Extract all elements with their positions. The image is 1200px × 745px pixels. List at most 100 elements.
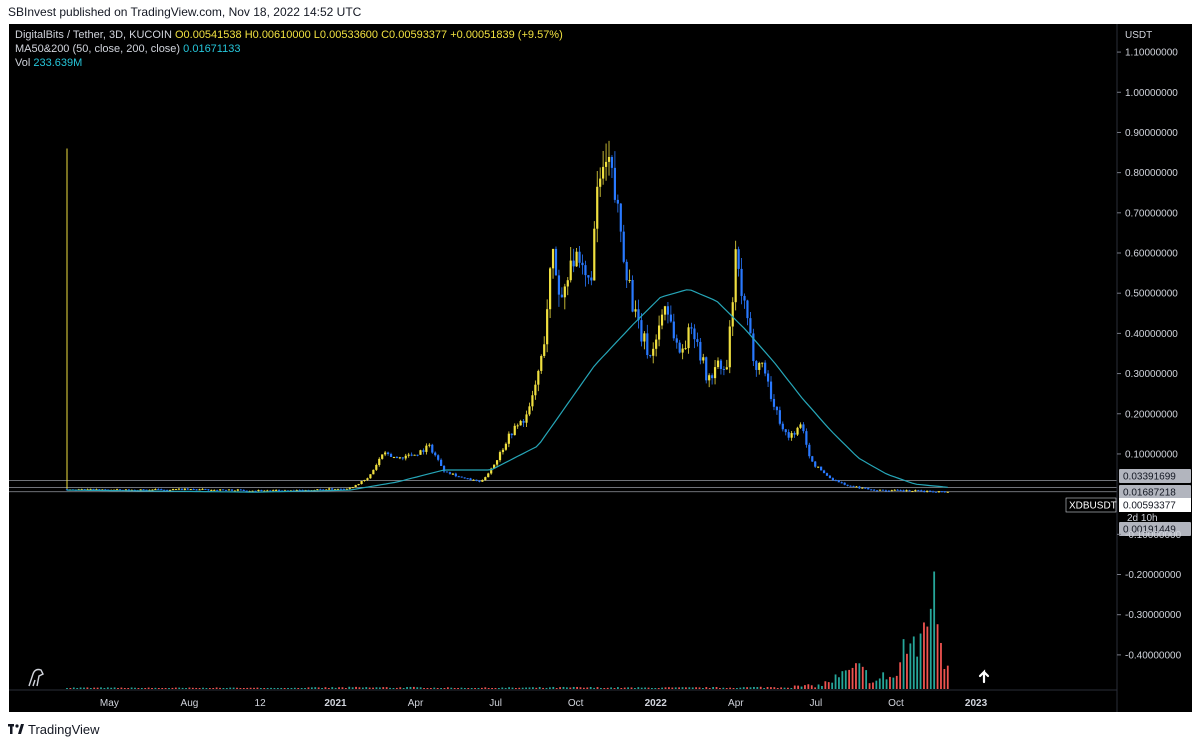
candle-body xyxy=(655,339,658,349)
candle-body xyxy=(805,431,808,445)
candle-body xyxy=(666,306,670,315)
candle-body xyxy=(277,489,281,491)
volume-bar xyxy=(848,669,851,689)
candle-body xyxy=(884,490,888,492)
volume-bar xyxy=(525,687,527,689)
candle-body xyxy=(328,488,331,490)
candle-body xyxy=(454,473,457,477)
volume-bar xyxy=(378,687,381,689)
candle-body xyxy=(790,433,793,438)
volume-bar xyxy=(882,672,885,689)
candle-body xyxy=(602,166,605,179)
volume-bar xyxy=(484,687,487,689)
candle-body xyxy=(702,357,705,361)
candle-body xyxy=(440,459,443,466)
volume-bar xyxy=(474,688,476,689)
candle-body xyxy=(690,327,693,329)
candle-body xyxy=(493,464,496,469)
legend-ma-label[interactable]: MA50&200 (50, close, 200, close) xyxy=(15,43,181,55)
volume-bar xyxy=(576,686,578,689)
legend-vol-label[interactable]: Vol xyxy=(15,57,31,69)
candle-body xyxy=(104,489,107,491)
volume-bar xyxy=(280,687,283,689)
candle-body xyxy=(923,490,926,492)
candle-body xyxy=(660,314,664,326)
volume-bar xyxy=(382,687,385,689)
price-chart-svg[interactable]: 0.03391699 0.01687218 0.00191449 XDBUSDT 0.0… xyxy=(9,24,1192,712)
y-tick-label: 0.90000000 xyxy=(1125,128,1178,139)
candle-body xyxy=(207,489,210,491)
volume-bar xyxy=(89,688,92,689)
volume-bar xyxy=(742,687,745,689)
candle-body xyxy=(142,489,145,491)
volume-bar xyxy=(732,688,735,689)
volume-bar xyxy=(834,674,837,689)
candle-body xyxy=(192,488,195,490)
y-tick-label: 1.00000000 xyxy=(1125,88,1178,99)
volume-bar xyxy=(147,687,150,689)
candle-body xyxy=(875,490,879,492)
candle-body xyxy=(431,444,434,453)
volume-bar xyxy=(916,656,919,689)
volume-bar xyxy=(766,686,769,689)
candle-body xyxy=(339,488,343,490)
volume-bar xyxy=(72,687,75,689)
candle-body xyxy=(775,406,779,411)
candle-body xyxy=(802,424,805,432)
volume-bar xyxy=(872,682,874,689)
y-tick-label: 0.80000000 xyxy=(1125,168,1178,179)
candle-body xyxy=(914,490,917,492)
candle-body xyxy=(89,488,92,490)
candle-body xyxy=(808,444,811,457)
volume-bar xyxy=(657,688,660,689)
volume-bar xyxy=(582,687,585,689)
volume-bar xyxy=(674,687,677,689)
candle-body xyxy=(407,454,410,456)
candle-body xyxy=(522,420,525,423)
volume-bar xyxy=(569,687,572,689)
volume-bar xyxy=(831,682,834,689)
footer-brand[interactable]: TradingView xyxy=(28,722,100,737)
candle-body xyxy=(254,490,257,492)
candle-body xyxy=(878,489,882,491)
candle-body xyxy=(177,488,181,490)
volume-bar xyxy=(423,688,425,689)
candle-body xyxy=(796,427,799,435)
candle-body xyxy=(870,489,873,491)
candle-body xyxy=(584,265,587,276)
volume-bar xyxy=(113,687,116,689)
candle-body xyxy=(395,456,399,458)
candle-body xyxy=(563,286,566,298)
candle-body xyxy=(634,309,637,312)
volume-bar xyxy=(885,679,888,689)
volume-bar xyxy=(310,687,313,689)
volume-bar xyxy=(685,687,687,689)
candle-body xyxy=(224,489,228,491)
candle-body xyxy=(817,466,820,468)
volume-bar xyxy=(168,688,170,689)
volume-bar xyxy=(171,687,174,689)
volume-bar xyxy=(770,687,772,689)
chart-area[interactable]: DigitalBits / Tether, 3D, KUCOIN O0.0054… xyxy=(9,24,1192,712)
volume-bar xyxy=(433,687,436,689)
candle-body xyxy=(236,489,239,491)
y-tick-label: -0.10000000 xyxy=(1125,530,1182,541)
candle-body xyxy=(398,457,401,459)
candle-body xyxy=(425,445,428,452)
volume-bar xyxy=(416,687,419,689)
volume-bar xyxy=(443,688,446,689)
volume-bar xyxy=(287,688,289,689)
candle-body xyxy=(139,489,142,491)
volume-bar xyxy=(392,688,395,689)
volume-bar xyxy=(923,622,925,689)
candle-body xyxy=(195,489,198,491)
candle-body xyxy=(65,489,69,491)
volume-bar xyxy=(395,687,398,689)
candle-body xyxy=(180,488,183,491)
legend-symbol[interactable]: DigitalBits / Tether, 3D, KUCOIN xyxy=(15,29,172,41)
candle-body xyxy=(534,384,537,396)
volume-bar xyxy=(130,687,133,689)
candle-body xyxy=(663,306,667,315)
volume-bar xyxy=(338,687,340,689)
candle-body xyxy=(378,458,381,465)
